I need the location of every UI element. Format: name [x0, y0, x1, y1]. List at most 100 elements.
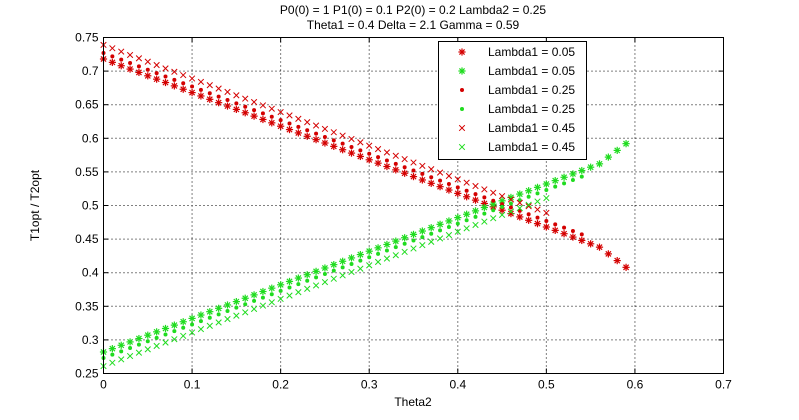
y-tick-label: 0.3	[82, 333, 99, 347]
data-point	[401, 234, 409, 242]
data-point	[349, 145, 354, 150]
data-point	[259, 287, 267, 296]
data-point	[312, 136, 320, 144]
data-point	[429, 175, 434, 180]
data-point	[296, 124, 301, 129]
data-point	[314, 275, 319, 280]
x-axis-label: Theta2	[394, 395, 432, 409]
data-point	[250, 98, 258, 106]
data-point	[180, 71, 187, 79]
data-point	[259, 115, 267, 124]
data-point	[445, 186, 453, 194]
data-point	[401, 248, 408, 256]
data-point	[277, 281, 285, 289]
data-point	[542, 180, 550, 188]
y-tick-label: 0.35	[75, 299, 99, 313]
data-point	[126, 338, 134, 346]
data-point	[445, 231, 453, 239]
data-point	[170, 82, 178, 90]
data-point	[109, 359, 116, 366]
data-point	[110, 54, 115, 59]
data-point	[110, 352, 115, 357]
data-point	[570, 177, 575, 182]
data-point	[215, 319, 222, 326]
data-point	[383, 149, 391, 156]
data-point	[339, 146, 347, 154]
data-point	[427, 224, 435, 232]
data-point	[535, 215, 540, 220]
data-point	[171, 336, 178, 343]
data-point	[498, 192, 506, 200]
data-point	[321, 125, 329, 133]
series-4	[101, 174, 584, 361]
y-axis-label: T1opt / T2opt	[28, 169, 42, 241]
data-point	[163, 332, 168, 337]
data-point	[233, 312, 240, 319]
data-point	[285, 125, 294, 134]
data-point	[411, 168, 416, 173]
data-point	[365, 247, 373, 255]
data-point	[277, 295, 284, 303]
data-points	[99, 41, 630, 370]
data-point	[595, 243, 604, 251]
data-point	[358, 148, 363, 153]
data-point	[190, 322, 195, 327]
data-point	[144, 346, 151, 353]
data-point	[427, 179, 435, 187]
data-point	[241, 294, 249, 302]
data-point	[578, 236, 586, 245]
data-point	[473, 192, 478, 197]
data-point	[374, 159, 382, 167]
data-point	[454, 189, 462, 198]
data-point	[553, 184, 558, 189]
data-point	[419, 162, 426, 170]
data-point	[463, 193, 471, 201]
data-point	[135, 55, 143, 62]
data-point	[128, 61, 133, 66]
data-point	[569, 170, 577, 178]
data-point	[340, 265, 345, 270]
data-point	[180, 332, 187, 340]
legend: Lambda1 = 0.05 Lambda1 = 0.05 Lambda1 = 0.…	[438, 41, 587, 160]
x-tick-label: 0.7	[715, 378, 732, 392]
legend-marker-5	[458, 124, 466, 132]
data-point	[243, 104, 248, 109]
data-point	[312, 122, 320, 129]
data-point	[171, 68, 178, 75]
data-point	[119, 57, 124, 62]
data-point	[445, 217, 453, 225]
data-point	[490, 189, 497, 196]
data-point	[347, 254, 356, 262]
data-point	[454, 176, 461, 183]
data-point	[543, 194, 550, 202]
data-point	[374, 258, 382, 266]
data-point	[188, 329, 196, 336]
data-point	[482, 195, 487, 200]
data-point	[622, 263, 630, 271]
data-point	[154, 335, 159, 340]
y-tick-label: 0.6	[82, 131, 99, 145]
data-point	[367, 255, 372, 260]
data-point	[322, 272, 327, 277]
data-point	[233, 92, 240, 99]
data-point	[411, 238, 416, 243]
data-point	[376, 251, 381, 256]
data-point	[118, 356, 125, 363]
data-point	[259, 102, 267, 109]
data-point	[340, 141, 345, 146]
data-point	[232, 297, 240, 306]
data-point	[322, 134, 327, 139]
data-point	[481, 218, 488, 225]
legend-label-4: Lambda1 = 0.25	[488, 102, 575, 116]
data-point	[172, 329, 177, 334]
data-point	[206, 95, 214, 103]
data-point	[161, 78, 170, 87]
data-point	[286, 112, 293, 119]
data-point	[119, 349, 124, 354]
data-point	[491, 198, 496, 203]
data-point	[438, 228, 443, 233]
data-point	[197, 78, 205, 86]
data-point	[471, 207, 480, 215]
data-point	[578, 166, 586, 175]
legend-box	[438, 41, 587, 160]
